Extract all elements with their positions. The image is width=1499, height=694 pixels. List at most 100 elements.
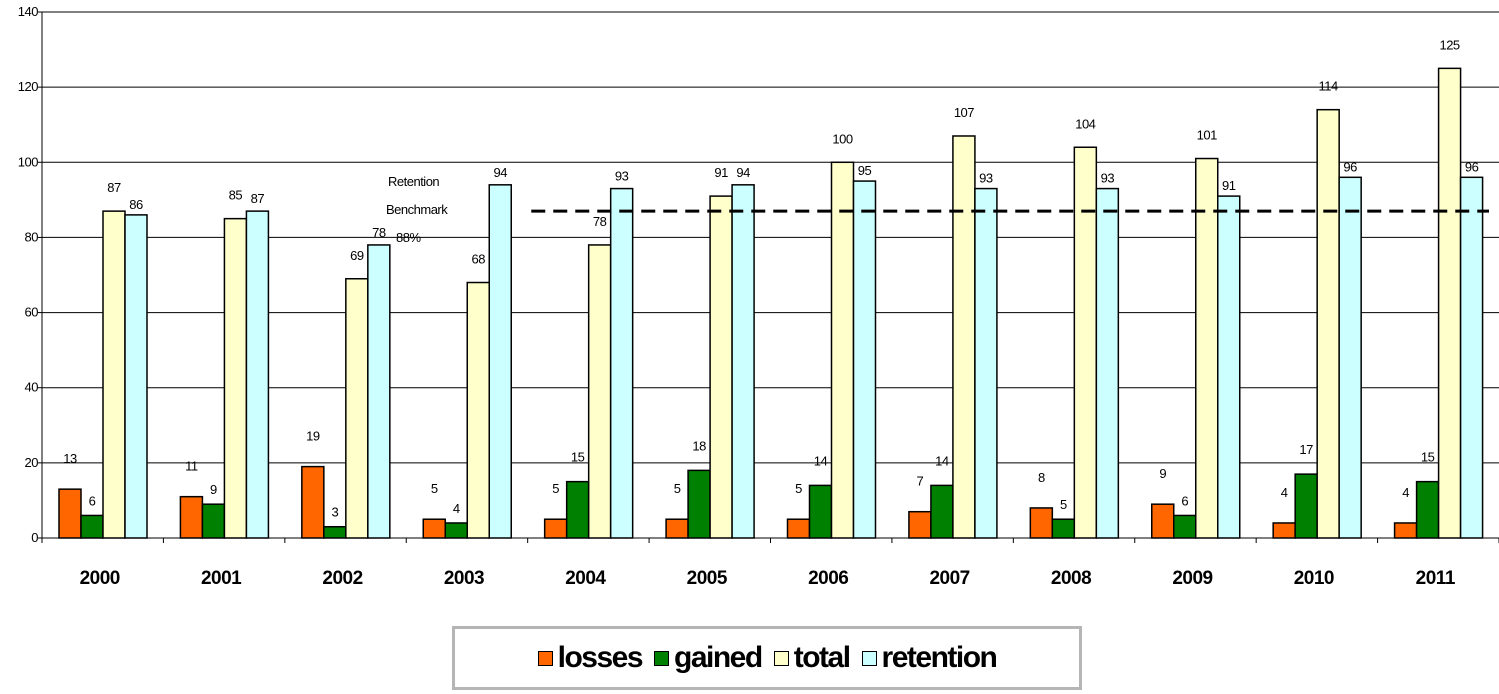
data-label-total-2007: 107 xyxy=(954,105,974,120)
x-tick-label: 2007 xyxy=(929,568,969,589)
bar-losses-2001 xyxy=(179,495,204,539)
y-tick-label: 80 xyxy=(25,229,39,244)
legend-swatch-losses xyxy=(537,650,553,666)
bar-total-2000 xyxy=(102,210,126,539)
data-label-gained-2007: 14 xyxy=(935,453,949,468)
legend-item-gained: gained xyxy=(654,641,763,675)
bar-retention-2007 xyxy=(974,187,998,539)
bar-total-2011 xyxy=(1437,67,1462,539)
data-label-losses-2006: 5 xyxy=(795,481,802,496)
legend-label-retention: retention xyxy=(881,641,998,674)
bar-losses-2010 xyxy=(1272,522,1296,539)
bar-losses-2002 xyxy=(301,465,325,539)
x-tick-label: 2005 xyxy=(687,568,728,589)
data-label-losses-2008: 8 xyxy=(1038,470,1045,485)
bar-losses-2006 xyxy=(786,518,811,539)
bar-total-2003 xyxy=(466,281,490,539)
x-tick-label: 2001 xyxy=(201,568,242,589)
data-label-total-2005: 91 xyxy=(714,165,728,180)
benchmark-label-line-3: 88% xyxy=(396,230,421,245)
data-label-total-2011: 125 xyxy=(1439,37,1459,52)
benchmark: Retention Benchmark 88% xyxy=(386,174,1489,245)
data-label-gained-2004: 15 xyxy=(571,450,585,465)
benchmark-label-line-2: Benchmark xyxy=(386,202,448,217)
legend-item-total: total xyxy=(773,641,851,675)
bar-gained-2004 xyxy=(565,480,590,539)
bar-total-2010 xyxy=(1316,108,1340,539)
data-label-losses-2011: 4 xyxy=(1402,485,1409,500)
y-tick-label: 120 xyxy=(18,79,38,94)
data-label-gained-2001: 9 xyxy=(210,482,217,497)
bar-retention-2006 xyxy=(852,180,877,539)
data-label-retention-2010: 96 xyxy=(1343,159,1357,174)
legend: losses gained total retention xyxy=(452,626,1082,690)
y-tick-label: 100 xyxy=(18,154,38,169)
bar-total-2002 xyxy=(345,278,369,539)
x-tick-label: 2000 xyxy=(80,568,120,589)
data-label-total-2002: 69 xyxy=(350,248,364,263)
bar-gained-2009 xyxy=(1173,514,1197,539)
data-label-retention-2004: 93 xyxy=(615,169,629,184)
bar-retention-2004 xyxy=(609,187,634,539)
data-label-retention-2005: 94 xyxy=(736,165,750,180)
data-label-retention-2003: 94 xyxy=(494,165,508,180)
data-label-retention-2000: 86 xyxy=(129,197,143,212)
bar-retention-2008 xyxy=(1095,187,1120,539)
bar-retention-2009 xyxy=(1217,195,1241,539)
benchmark-label-line-1: Retention xyxy=(388,174,439,189)
bar-losses-2005 xyxy=(665,518,689,539)
data-label-total-2004: 78 xyxy=(593,214,607,229)
data-label-gained-2008: 5 xyxy=(1060,497,1067,512)
legend-label-losses: losses xyxy=(557,641,644,674)
y-tick-label: 20 xyxy=(25,455,39,470)
data-label-losses-2001: 11 xyxy=(185,459,198,474)
y-tick-label: 60 xyxy=(25,305,39,320)
data-label-gained-2010: 17 xyxy=(1299,442,1313,457)
x-tick-label: 2004 xyxy=(565,568,606,589)
bar-losses-2009 xyxy=(1151,503,1175,539)
data-label-gained-2011: 15 xyxy=(1421,450,1435,465)
bar-retention-2002 xyxy=(367,244,391,539)
y-tick-label: 140 xyxy=(18,4,38,19)
data-label-total-2009: 101 xyxy=(1197,128,1217,143)
bar-total-2007 xyxy=(952,135,976,539)
x-tick-label: 2002 xyxy=(322,568,362,589)
data-label-losses-2007: 7 xyxy=(917,474,924,489)
y-tick-label: 40 xyxy=(25,380,39,395)
bar-losses-2003 xyxy=(422,518,446,539)
data-label-gained-2005: 18 xyxy=(692,438,706,453)
bar-losses-2000 xyxy=(58,488,82,539)
bar-retention-2003 xyxy=(488,184,512,539)
data-label-losses-2000: 13 xyxy=(63,451,77,466)
data-label-losses-2003: 5 xyxy=(431,481,438,496)
x-tick-label: 2006 xyxy=(808,568,848,589)
legend-label-total: total xyxy=(793,641,851,674)
x-tick-label: 2003 xyxy=(444,568,484,589)
data-label-total-2006: 100 xyxy=(832,131,852,146)
bar-total-2006 xyxy=(830,161,855,539)
axes: 0 20 40 60 80 100 120 140 2000 2001 2002 2003 2004 20… xyxy=(18,4,1499,589)
data-label-gained-2002: 3 xyxy=(331,505,338,520)
bar-gained-2005 xyxy=(687,469,711,539)
bar-losses-2011 xyxy=(1393,522,1418,539)
legend-swatch-retention xyxy=(861,650,877,666)
data-label-gained-2003: 4 xyxy=(453,501,460,516)
data-label-losses-2002: 19 xyxy=(306,429,320,444)
data-label-retention-2006: 95 xyxy=(858,163,872,178)
bar-retention-2005 xyxy=(731,184,755,539)
data-label-losses-2004: 5 xyxy=(552,481,559,496)
bar-losses-2004 xyxy=(543,518,568,539)
data-label-retention-2008: 93 xyxy=(1101,171,1115,186)
data-label-retention-2009: 91 xyxy=(1222,178,1236,193)
bar-gained-2001 xyxy=(201,503,226,539)
data-label-retention-2001: 87 xyxy=(251,191,265,206)
x-tick-label: 2009 xyxy=(1172,568,1212,589)
bar-losses-2007 xyxy=(908,510,932,539)
bar-gained-2003 xyxy=(444,522,468,539)
y-tick-label: 0 xyxy=(31,530,38,545)
bar-gained-2000 xyxy=(80,514,104,539)
legend-label-gained: gained xyxy=(674,641,763,674)
x-tick-label: 2010 xyxy=(1294,568,1334,589)
